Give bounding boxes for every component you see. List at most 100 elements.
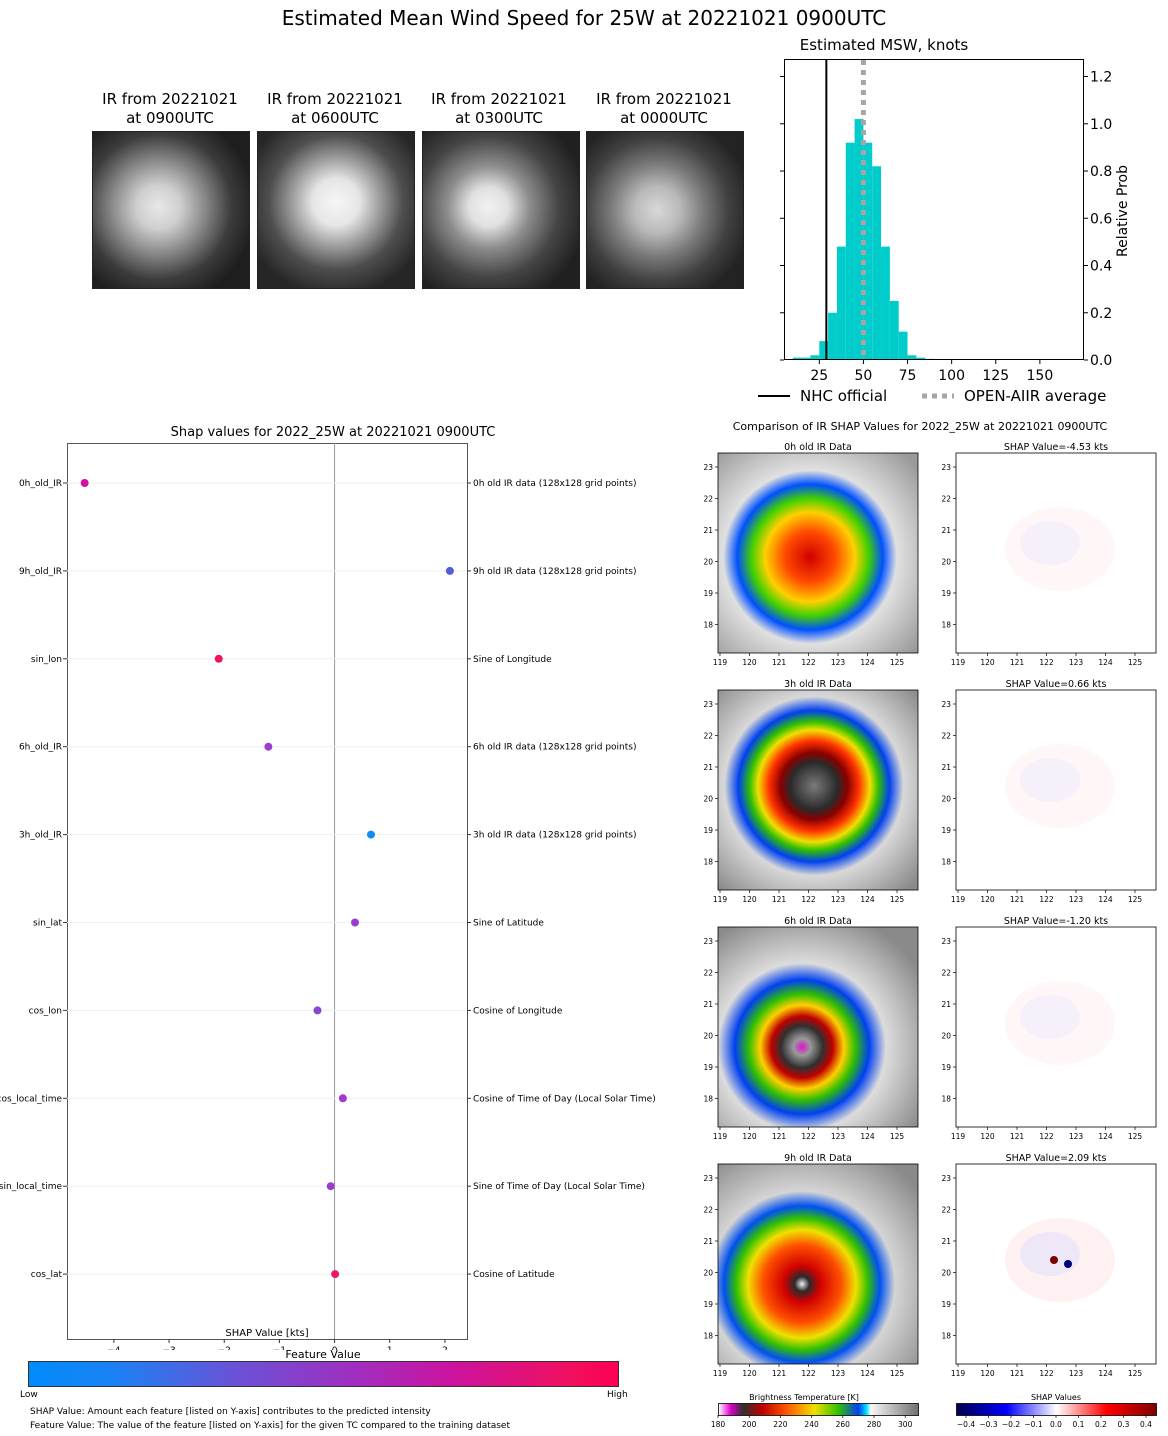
panel-ytick-label: 19: [941, 589, 951, 598]
panel-ytick-label: 21: [703, 763, 713, 772]
ir-caption: IR from 20221021 at 0900UTC: [90, 90, 250, 128]
panel-xtick-label: 123: [1069, 658, 1084, 667]
panel-xtick-label: 121: [772, 1369, 787, 1378]
panel-ytick-label: 23: [941, 700, 951, 709]
panel-xtick-label: 123: [831, 658, 846, 667]
feature-description: Cosine of Latitude: [473, 1270, 555, 1280]
panel-xtick-label: 125: [1128, 1369, 1143, 1378]
panel-xtick-label: 123: [1069, 895, 1084, 904]
panel-ytick-label: 22: [703, 732, 713, 741]
panel-ytick-label: 20: [941, 1032, 951, 1041]
histogram-bar: [792, 357, 802, 360]
shap-blob: [1020, 1232, 1080, 1276]
ir-panel-title: 6h old IR Data: [784, 916, 852, 927]
panel-xtick-label: 120: [980, 658, 995, 667]
panel-ytick-label: 20: [703, 558, 713, 567]
histogram-bar: [854, 119, 864, 360]
ir-panel-title: 9h old IR Data: [784, 1153, 852, 1164]
panel-ytick-label: 23: [941, 1174, 951, 1183]
panel-ytick-label: 19: [703, 1063, 713, 1072]
bt-tick-label: 220: [773, 1420, 788, 1429]
histogram-bar: [881, 246, 890, 360]
panel-xtick-label: 120: [742, 895, 757, 904]
panel-ytick-label: 23: [703, 463, 713, 472]
panel-ytick-label: 22: [703, 969, 713, 978]
bt-tick-label: 240: [804, 1420, 819, 1429]
feature-description: 3h old IR data (128x128 grid points): [473, 831, 636, 841]
ir-data-map: [717, 452, 919, 654]
feature-label: cos_lat: [31, 1270, 63, 1280]
panel-ytick-label: 22: [941, 732, 951, 741]
shap-blob: [1020, 758, 1080, 802]
shap-points: [80, 479, 454, 1279]
panel-ytick-label: 18: [703, 858, 713, 867]
feature-description: 6h old IR data (128x128 grid points): [473, 743, 636, 753]
histogram-ytick-label: 0.8: [1090, 164, 1112, 180]
panel-xtick-label: 120: [980, 1369, 995, 1378]
panel-xtick-label: 121: [1010, 658, 1025, 667]
shap-xtick-label: 2: [442, 1346, 448, 1350]
feature-label: 3h_old_IR: [19, 831, 62, 841]
shap-map: [955, 1163, 1157, 1365]
feature-description: Cosine of Time of Day (Local Solar Time): [473, 1094, 656, 1104]
shap-point: [313, 1006, 322, 1015]
histogram-xtick-label: 100: [938, 368, 965, 384]
shap-hotspot: [1064, 1260, 1072, 1268]
shap-xtick-label: −2: [218, 1346, 231, 1350]
panel-ytick-label: 21: [941, 1237, 951, 1246]
histogram-frame: [784, 59, 1084, 360]
ir-caption-line2: at 0300UTC: [455, 109, 543, 127]
panel-xtick-label: 125: [890, 658, 905, 667]
shap-map: [955, 452, 1157, 654]
sv-tick-label: −0.4: [957, 1420, 975, 1429]
bt-tick-label: 180: [711, 1420, 726, 1429]
panel-ytick-label: 22: [941, 969, 951, 978]
panel-ytick-label: 19: [703, 589, 713, 598]
panel-ytick-label: 23: [703, 1174, 713, 1183]
feature-label: sin_lon: [31, 655, 62, 665]
ir-caption-line2: at 0900UTC: [126, 109, 214, 127]
shap-blob: [1020, 521, 1080, 565]
feature-label: sin_local_time: [0, 1182, 62, 1192]
panel-ytick-label: 23: [941, 937, 951, 946]
ir-data-map: [717, 926, 919, 1128]
shap-point: [326, 1182, 335, 1191]
panel-xtick-label: 119: [713, 658, 728, 667]
feature-label: 0h_old_IR: [19, 479, 62, 489]
panel-ytick-label: 22: [703, 1206, 713, 1215]
panel-ytick-label: 19: [941, 826, 951, 835]
ir-thumbnail-image: [257, 131, 415, 289]
panel-xtick-label: 119: [713, 1132, 728, 1141]
shap-point: [331, 1270, 340, 1279]
histogram-bar: [907, 355, 917, 360]
panel-ytick-label: 20: [703, 1269, 713, 1278]
panel-xtick-label: 123: [1069, 1132, 1084, 1141]
histogram-ytick-label: 0.0: [1090, 353, 1112, 369]
feature-description: Sine of Longitude: [473, 655, 552, 665]
panel-xtick-label: 120: [980, 895, 995, 904]
shap-point: [445, 566, 454, 575]
panel-xtick-label: 122: [1039, 895, 1054, 904]
histogram-bar: [872, 166, 882, 360]
panel-xtick-label: 124: [1098, 895, 1113, 904]
histogram-xtick-label: 150: [1027, 368, 1054, 384]
panel-xtick-label: 121: [772, 1132, 787, 1141]
shap-map-frame: [955, 452, 1157, 654]
panel-ytick-label: 23: [703, 937, 713, 946]
shap-xtick-label: 1: [387, 1346, 393, 1350]
sv-tick-label: 0.1: [1073, 1420, 1085, 1429]
feature-label: sin_lat: [33, 919, 62, 929]
panel-ytick-label: 19: [941, 1063, 951, 1072]
histogram-ytick-label: 0.4: [1090, 259, 1112, 275]
shap-point: [338, 1094, 347, 1103]
msw-histogram: Estimated MSW, knots 25 50 75 100 125 150 0.0 0…: [758, 36, 1131, 405]
histogram-ytick-label: 0.6: [1090, 211, 1112, 227]
panel-xtick-label: 125: [1128, 658, 1143, 667]
sv-tick-label: −0.3: [979, 1420, 997, 1429]
ir-caption-line1: IR from 20221021: [431, 90, 567, 108]
brightness-temperature-colorbar: [718, 1403, 919, 1416]
panel-ytick-label: 21: [703, 1000, 713, 1009]
shap-panel-title: SHAP Value=0.66 kts: [1006, 679, 1107, 690]
panel-xtick-label: 123: [831, 895, 846, 904]
ir-caption: IR from 20221021 at 0300UTC: [419, 90, 579, 128]
